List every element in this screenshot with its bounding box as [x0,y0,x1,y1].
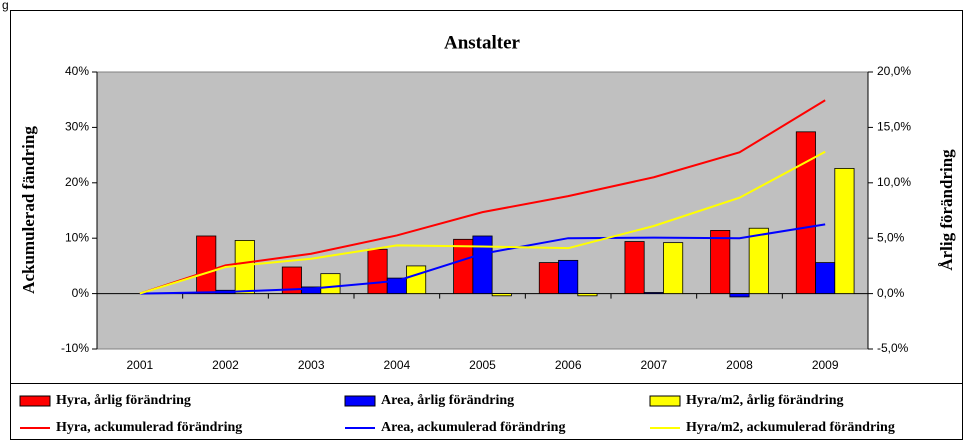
y-tick-label: 40% [65,64,89,78]
legend [10,383,963,440]
bar [748,227,769,294]
legend-swatch [344,395,376,407]
plot-area [96,71,869,350]
x-tick-label: 2004 [383,358,410,372]
y-tick-label: 30% [65,120,89,134]
bar [367,248,388,294]
bar [558,259,579,294]
y-tick-label: -10% [61,341,89,355]
bar [663,242,684,295]
legend-label: Hyra/m2, ackumulerad förändring [686,420,895,435]
y-tick-label: 0% [72,286,90,300]
bar [624,241,645,295]
bar [453,238,474,294]
bar [795,131,816,295]
legend-label: Hyra/m2, årlig förändring [686,393,844,408]
x-tick-label: 2008 [726,358,753,372]
caption: g [2,0,9,12]
legend-swatch [649,395,681,407]
y2-axis-title: Årlig förändring [937,149,956,271]
legend-label: Hyra, ackumulerad förändring [56,420,242,435]
bar [406,265,427,294]
bar [281,266,302,294]
y-tick-label: 10% [65,230,89,244]
bar [577,293,598,297]
line [139,99,826,295]
x-tick-label: 2005 [469,358,496,372]
x-tick-label: 2007 [640,358,667,372]
x-tick-label: 2002 [212,358,239,372]
y-tick-label: 20% [65,175,89,189]
bar [729,293,750,298]
bar [834,167,855,294]
bar [234,240,255,294]
x-tick-label: 2003 [298,358,325,372]
chart-title: Anstalter [444,32,521,53]
legend-label: Area, årlig förändring [381,393,514,408]
y2-tick-label: 10,0% [877,175,911,189]
legend-label: Area, ackumulerad förändring [381,420,565,435]
x-tick-label: 2009 [812,358,839,372]
x-tick-label: 2006 [555,358,582,372]
bar [538,262,559,294]
y2-tick-label: 0,0% [877,286,905,300]
bar [196,235,217,294]
y2-tick-label: -5,0% [877,341,909,355]
line [139,223,826,295]
y2-tick-label: 20,0% [877,64,911,78]
bar [710,230,731,294]
y-axis-title: Ackumulerad fändring [19,126,38,294]
bar [815,262,836,294]
y2-tick-label: 15,0% [877,120,911,134]
legend-label: Hyra, årlig förändring [56,393,191,408]
legend-swatch [19,395,51,407]
bar [472,235,493,294]
bar [643,292,664,295]
x-tick-label: 2001 [126,358,153,372]
line [139,150,826,295]
bar [491,293,512,297]
y2-tick-label: 5,0% [877,230,905,244]
bar [320,273,341,295]
